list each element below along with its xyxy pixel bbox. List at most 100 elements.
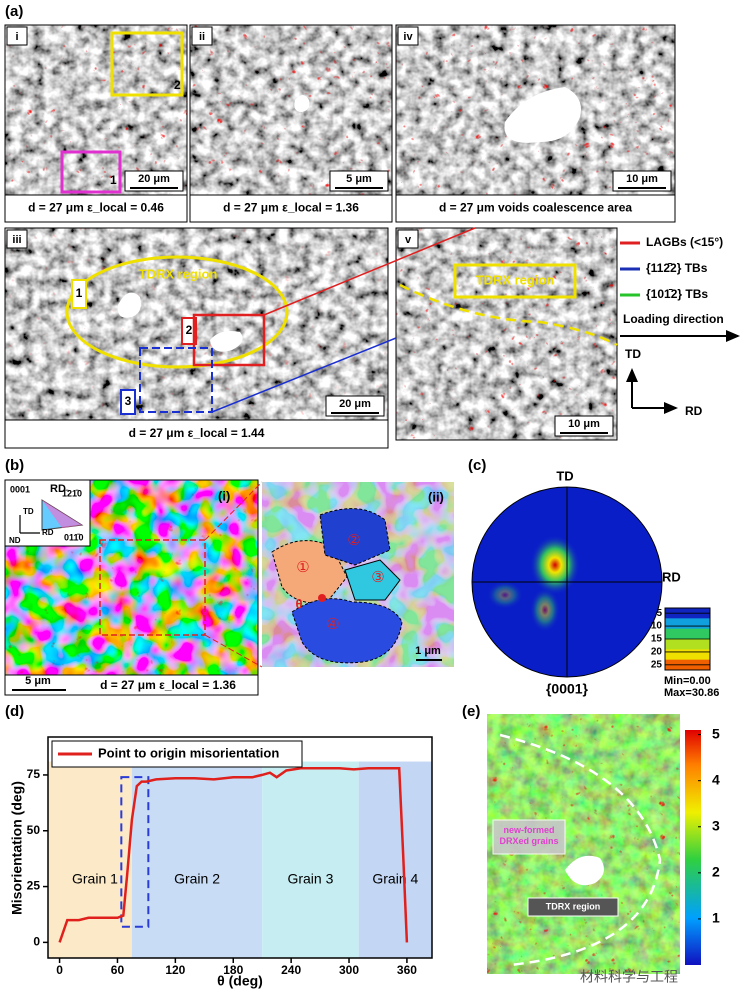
box [192,313,266,367]
subpanel-label: iii [12,234,21,246]
colorbar [685,730,701,965]
key-axis-label: TD [23,507,34,516]
caption: d = 27 μm ε_local = 1.36 [100,678,236,692]
scale-box [612,170,672,192]
legend-box [51,740,303,768]
subpanel-tag [397,26,419,46]
pole-density [487,581,523,609]
scale-box [329,170,389,192]
void [565,855,604,886]
x-tick-label: 360 [397,963,417,977]
boundary-map [396,228,617,440]
scale-bar-label: 20 μm [339,398,371,410]
x-tick-label: 180 [223,963,243,977]
origin-point [318,594,326,602]
caption-box [189,194,393,223]
caption: d = 27 μm ε_local = 1.44 [129,426,265,440]
grain [319,508,391,566]
colorbar-band [665,639,710,650]
watermark: 材料科学与工程 [580,969,678,985]
region-label: Grain 2 [174,871,220,887]
ipf-corner: 011̄0 [64,532,84,542]
colorbar-tick-label: 5 [712,725,720,741]
colorbar-tick-label: 2 [712,864,720,880]
subpanel-label: (i) [218,488,230,503]
box [453,263,577,299]
ipf-corner: 0001 [10,484,30,494]
box [71,279,87,309]
caption-box [4,419,389,449]
subpanel-label: ii [199,31,205,43]
legend-label: {101̄2} TBs [646,287,708,301]
annotation: TDRX region [546,901,601,911]
scale-bar-label: 5 μm [346,173,372,185]
scale-bar-label: 10 μm [626,173,658,185]
y-tick-label: 75 [27,767,41,781]
y-tick-label: 25 [27,879,41,893]
key-box [4,479,91,547]
axis-label: RD [685,404,703,418]
box-label: 2 [174,78,181,92]
void [504,87,581,143]
ipf-corner: 1̄21̄0 [62,488,82,498]
box [139,347,213,413]
subpanel-label: i [15,31,18,43]
box [60,150,122,194]
colorbar-tick-label: 1 [712,910,720,926]
x-tick-label: 120 [165,963,185,977]
grain-region [131,761,263,958]
ipf-title: RD [50,483,66,495]
boundary-map [190,25,392,195]
y-axis-label: Misorientation (deg) [9,781,25,915]
axis-label: TD [625,347,641,361]
y-tick-label: 0 [33,935,40,949]
ipf-triangle-tint [42,500,82,528]
highlight-box [120,776,150,928]
void [294,95,310,112]
subpanel-tag [6,26,28,46]
scale-box [325,395,385,417]
connector [204,634,263,668]
angle-label: θ [295,596,302,611]
colorbar-band [665,618,710,630]
colorbar-tick-label: 10 [651,621,663,632]
caption: d = 27 μm voids coalescence area [439,201,632,215]
subpanel-label: v [405,234,412,246]
caption-box [395,194,676,223]
box-label: 1 [76,286,83,300]
box [99,539,206,636]
region-label: TDRX region [476,272,555,287]
region-boundary [499,733,662,967]
grain-region [358,761,432,958]
colorbar-band [665,649,710,661]
colorbar-band [665,628,710,640]
panel-label: (e) [462,703,480,720]
colorbar-tick-label: 4 [712,771,720,787]
colorbar-tick-label: 15 [651,634,663,645]
axis-label: TD [556,468,573,483]
boundary-map [5,25,187,195]
grain-number: ① [296,559,309,576]
loading-direction: Loading direction [623,312,724,326]
panel-label: (b) [5,457,24,474]
connector [263,227,476,316]
subpanel-label: iv [403,31,413,43]
panel-label: (d) [5,703,24,720]
subpanel-tag [6,229,28,249]
scale-bar-label: 1 μm [415,645,441,657]
box-label: 1 [110,173,117,187]
key-axis-label: ND [9,536,21,545]
plot-frame [47,736,433,959]
caption-box [4,674,259,696]
micrograph-frame [395,227,618,441]
legend-label: {112̄2} TBs [646,261,708,275]
grain [291,598,403,664]
data-line [58,767,409,943]
region-label: TDRX region [139,266,218,281]
caption: d = 27 μm ε_local = 0.46 [28,201,164,215]
box-label: 2 [186,323,193,337]
region-label: Grain 4 [372,871,418,887]
x-tick-label: 300 [339,963,359,977]
plane-label: {0001} [546,681,589,697]
